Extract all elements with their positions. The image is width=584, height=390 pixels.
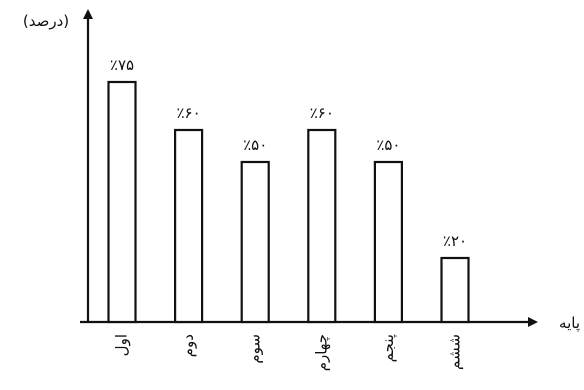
bars-group [107,80,470,324]
value-labels-group: ٪۷۵ ٪۶۰ ٪۵۰ ٪۶۰ ٪۵۰ ٪۲۰ [110,56,467,250]
bar-value-label: ٪۲۰ [443,232,467,250]
y-axis-title: (درصد) [23,12,69,30]
bar-4 [307,128,337,324]
bar-3 [240,160,270,324]
bar-value-label: ٪۶۰ [177,104,201,122]
category-label: سوم [246,334,264,364]
x-axis-title: پایه [559,314,580,333]
category-label: ششم [446,334,464,370]
bar-2 [174,128,204,324]
bar-value-label: ٪۵۰ [376,136,400,154]
bar-1 [107,80,137,324]
category-label: اول [113,334,131,356]
bar-value-label: ٪۷۵ [110,56,134,74]
bar-value-label: ٪۶۰ [310,104,334,122]
category-label: چهارم [312,334,330,371]
bar-6 [440,256,470,324]
category-labels-group: اول دوم سوم چهارم پنجم ششم [113,334,464,371]
bar-value-label: ٪۵۰ [243,136,267,154]
bar-5 [373,160,403,324]
category-label: پنجم [379,334,398,362]
category-label: دوم [179,334,197,357]
